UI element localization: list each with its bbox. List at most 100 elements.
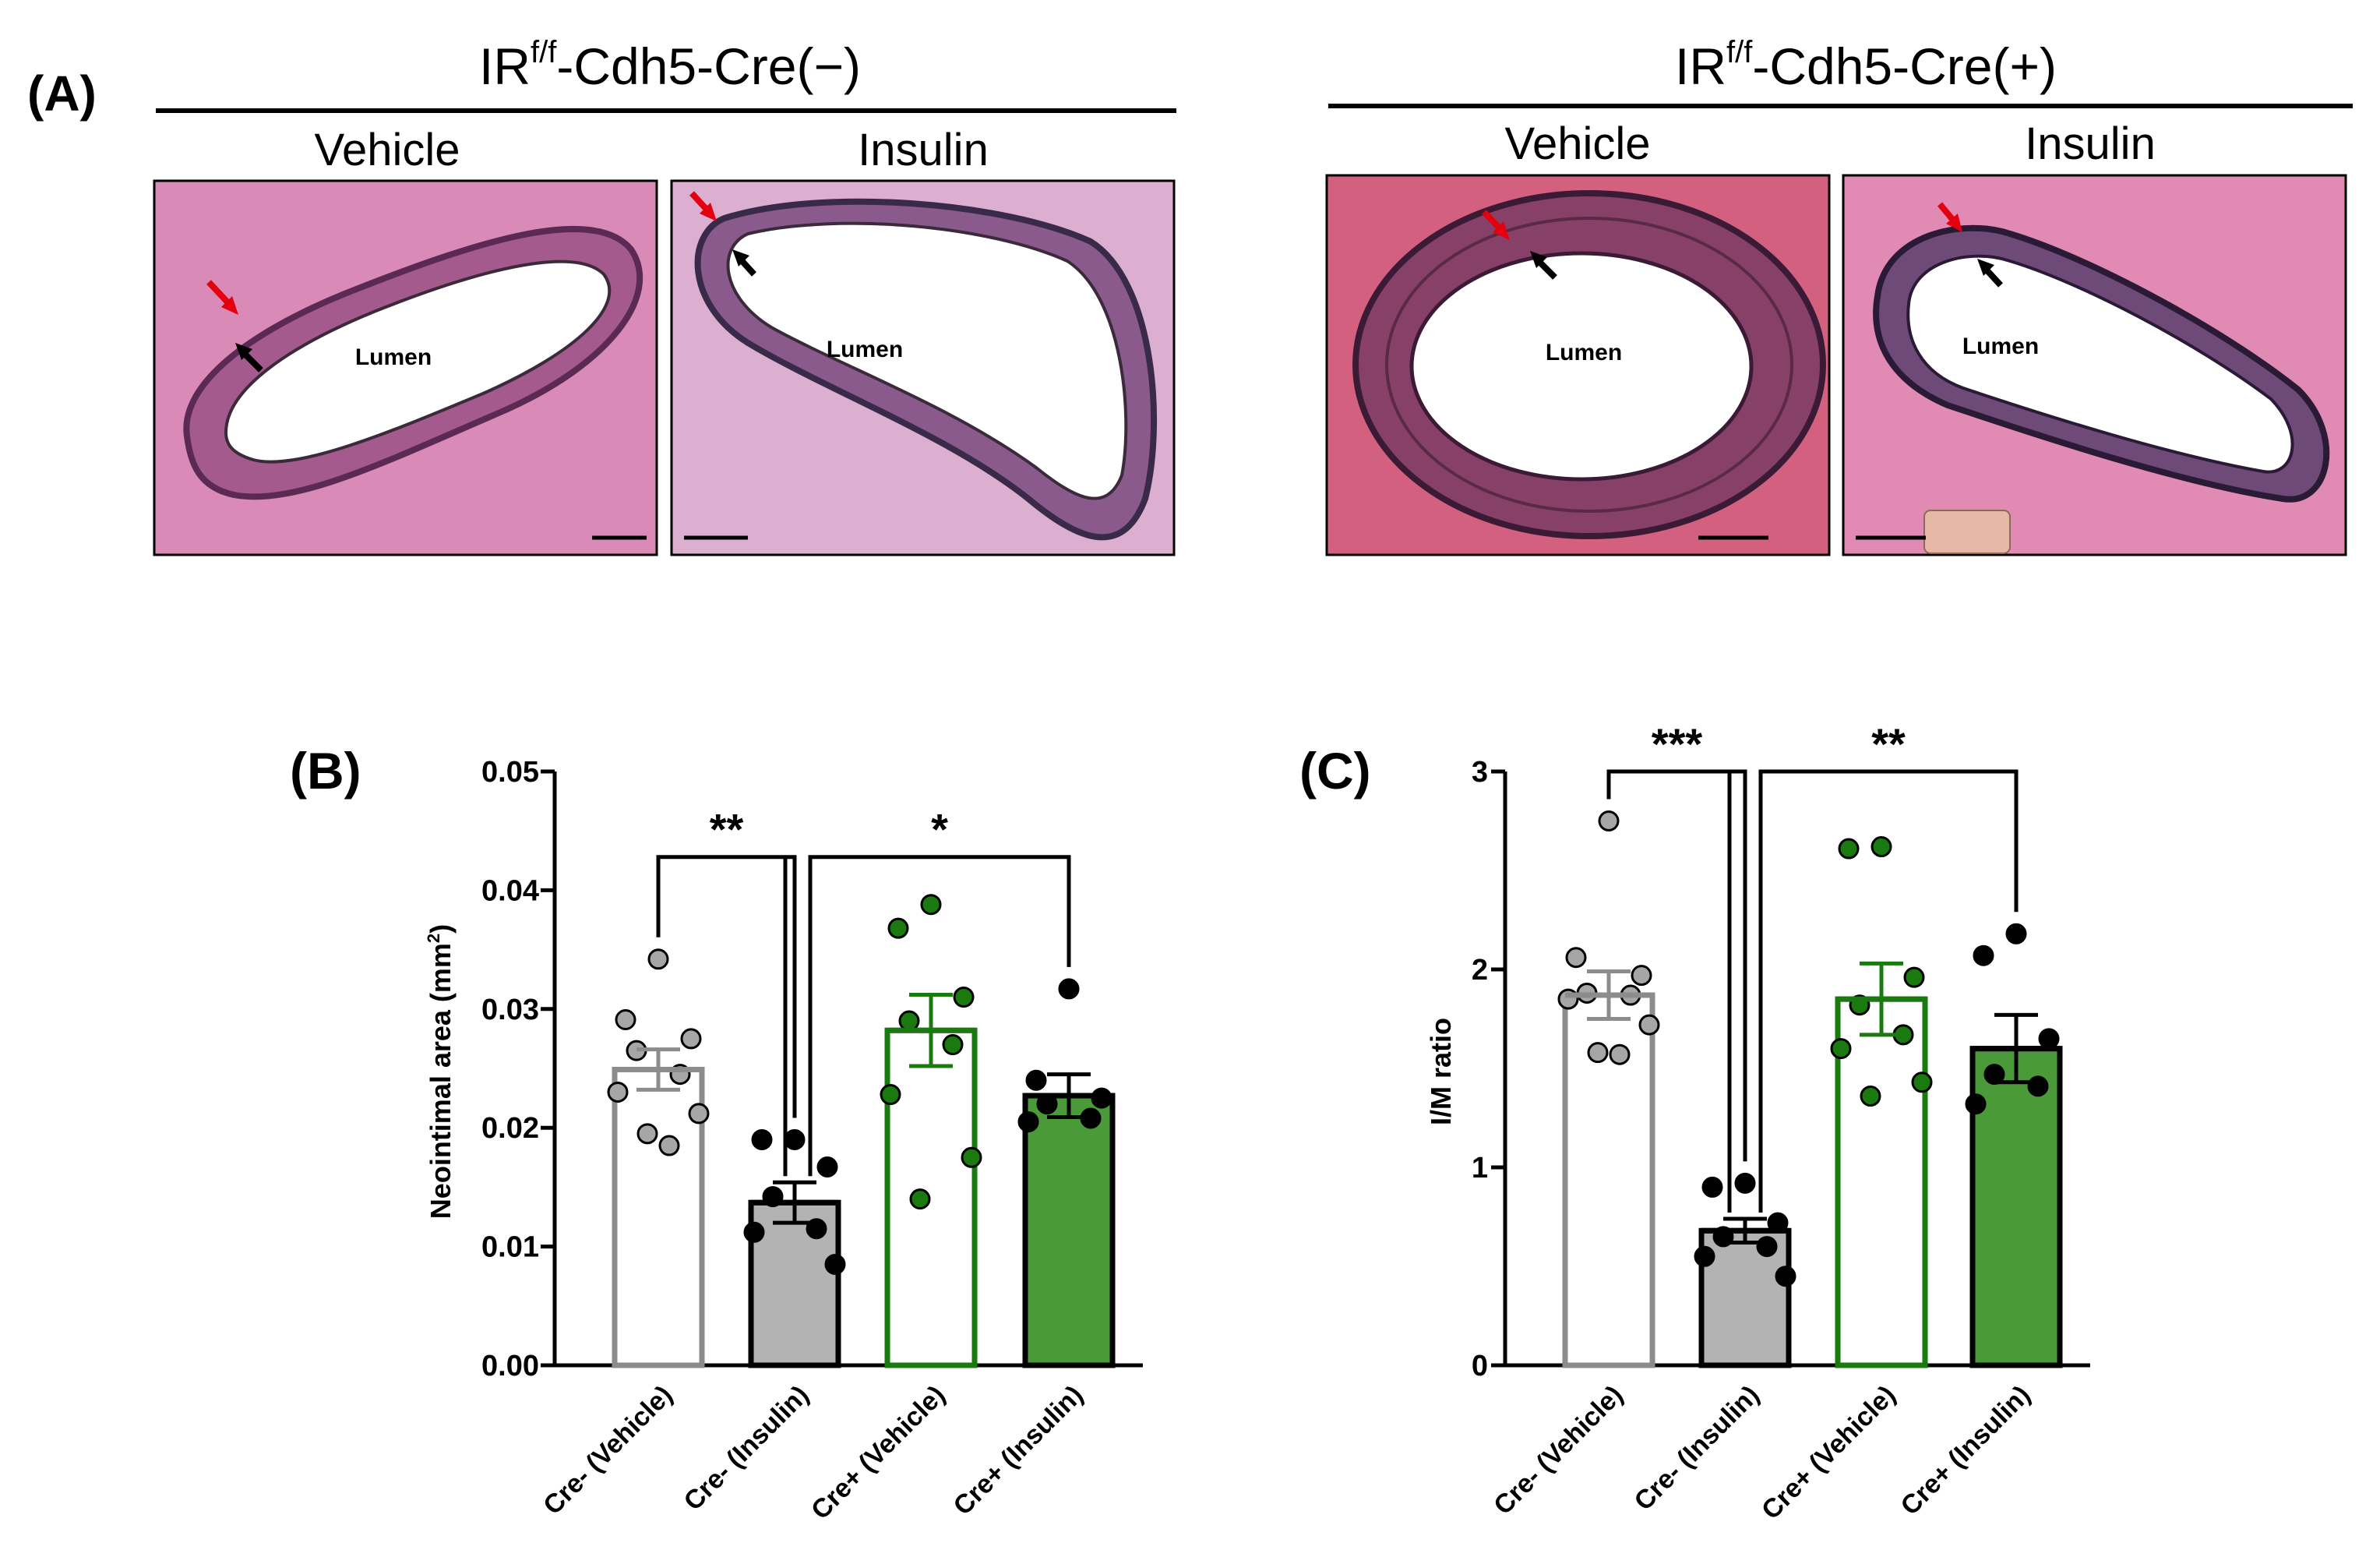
chart-c-point bbox=[2005, 923, 2027, 944]
chart-c-point bbox=[1860, 1086, 1881, 1107]
chart-b-point bbox=[607, 1081, 629, 1103]
chart-c-significance-label: *** bbox=[1652, 719, 1703, 768]
chart-b-point bbox=[1017, 1111, 1039, 1133]
chart-c-category-label: Cre+ (Insulin) bbox=[1895, 1380, 2036, 1521]
image-2-label: Insulin bbox=[858, 125, 989, 175]
chart-b-point bbox=[920, 894, 942, 916]
chart-b-category-label: Cre+ (Vehicle) bbox=[806, 1380, 951, 1526]
chart-c-ytick-label: 3 bbox=[1472, 756, 1488, 789]
chart-b-point bbox=[898, 1010, 920, 1032]
lumen-label-4: Lumen bbox=[1962, 334, 2039, 359]
chart-b-category-label: Cre- (Vehicle) bbox=[538, 1380, 679, 1521]
chart-b-point bbox=[816, 1156, 838, 1177]
chart-c-bar bbox=[1835, 996, 1928, 1368]
chart-c-panel-label: (C) bbox=[1299, 742, 1371, 800]
chart-b-point bbox=[636, 1123, 658, 1145]
chart-b-point bbox=[688, 1103, 710, 1124]
panel-a-label: (A) bbox=[27, 65, 97, 122]
chart-b-significance-label: ** bbox=[710, 805, 744, 854]
chart-b-point bbox=[880, 1084, 901, 1106]
chart-c-point bbox=[1965, 1093, 1987, 1115]
chart-b-ytick-label: 0.04 bbox=[481, 874, 539, 907]
chart-b-point bbox=[1058, 978, 1080, 1000]
image-3-label: Vehicle bbox=[1504, 118, 1650, 169]
chart-c-category-label: Cre- (Insulin) bbox=[1629, 1380, 1765, 1516]
chart-c-point bbox=[1701, 1176, 1723, 1198]
chart-b-point bbox=[784, 1128, 806, 1150]
chart-c-plot: 0 1 2 3 Cre- (Vehicle) Cre- (Insulin)Cre+ (Ve… bbox=[1472, 719, 2090, 1525]
chart-c-point bbox=[1631, 965, 1652, 987]
chart-c-point bbox=[1911, 1072, 1933, 1093]
chart-c-bar bbox=[1969, 1046, 2063, 1368]
chart-c-point bbox=[1587, 1042, 1609, 1064]
chart-b-point bbox=[658, 1135, 680, 1156]
chart-c-point bbox=[1694, 1245, 1715, 1267]
chart-b-category-label: Cre+ (Insulin) bbox=[947, 1380, 1088, 1521]
group-1-title: IRf/f-Cdh5-Cre(−) bbox=[479, 35, 861, 95]
chart-c-category-label: Cre+ (Vehicle) bbox=[1756, 1380, 1902, 1526]
micrograph-1: Lumen bbox=[153, 179, 658, 556]
chart-c-point bbox=[1775, 1266, 1796, 1287]
chart-c-point bbox=[1838, 838, 1860, 860]
chart-c-point bbox=[1609, 1043, 1631, 1065]
chart-c-point bbox=[1734, 1172, 1756, 1194]
chart-c-bar bbox=[1562, 992, 1655, 1368]
chart-b-point bbox=[887, 917, 909, 939]
chart-b-ytick-label: 0.05 bbox=[481, 756, 539, 789]
micrograph-2: Lumen bbox=[670, 179, 1176, 556]
chart-c-point bbox=[1598, 810, 1620, 831]
chart-b-ytick-label: 0.01 bbox=[481, 1231, 539, 1264]
chart-b-ytick-label: 0.00 bbox=[481, 1350, 539, 1382]
chart-c-significance-label: ** bbox=[1871, 719, 1906, 768]
chart-c-point bbox=[1830, 1038, 1852, 1060]
chart-c-point bbox=[1565, 947, 1587, 969]
chart-c-point bbox=[2038, 1028, 2060, 1050]
chart-b-point bbox=[680, 1028, 702, 1050]
chart-b-category-label: Cre- (Insulin) bbox=[679, 1380, 815, 1516]
chart-c-category-label: Cre- (Vehicle) bbox=[1488, 1380, 1629, 1521]
chart-c-ylabel: I/M ratio bbox=[1425, 1018, 1457, 1125]
chart-c-point bbox=[2027, 1075, 2049, 1097]
chart-b-significance-bracket bbox=[656, 855, 797, 1118]
chart-b-point bbox=[647, 948, 669, 970]
chart-c-point bbox=[1756, 1236, 1778, 1258]
chart-c-ytick-label: 2 bbox=[1472, 954, 1488, 987]
chart-c-point bbox=[1638, 1014, 1660, 1036]
group-2-title: IRf/f-Cdh5-Cre(+) bbox=[1675, 35, 2057, 95]
chart-b-point bbox=[615, 1009, 636, 1031]
chart-b-bar bbox=[1022, 1093, 1116, 1368]
chart-b-significance-bracket bbox=[808, 855, 1071, 1177]
micrograph-3: Lumen bbox=[1325, 174, 1831, 556]
image-4-label: Insulin bbox=[2025, 118, 2156, 169]
chart-c-ytick-label: 1 bbox=[1472, 1152, 1488, 1185]
chart-b-bar bbox=[884, 1027, 978, 1368]
lumen-label-1: Lumen bbox=[355, 344, 432, 370]
chart-c-ytick-label: 0 bbox=[1472, 1350, 1488, 1382]
chart-b-point bbox=[961, 1146, 982, 1168]
chart-c-point bbox=[1903, 966, 1925, 988]
chart-c-point bbox=[1871, 836, 1892, 858]
lumen-label-3: Lumen bbox=[1546, 340, 1622, 365]
panel-a: (A) IRf/f-Cdh5-Cre(−) IRf/f-Cdh5-Cre(+) … bbox=[27, 35, 2353, 556]
chart-c-point bbox=[1973, 944, 1994, 966]
chart-c-significance-bracket bbox=[1758, 769, 2019, 1213]
chart-b-point bbox=[743, 1221, 765, 1243]
chart-b-ylabel: Neointimal area (mm2) bbox=[424, 924, 457, 1219]
chart-b-point bbox=[942, 1034, 964, 1056]
lumen-label-2: Lumen bbox=[827, 337, 903, 362]
chart-b-significance-label: * bbox=[931, 805, 948, 854]
chart-b-point bbox=[751, 1128, 773, 1150]
chart-b-ytick-label: 0.03 bbox=[481, 994, 539, 1026]
chart-b-point bbox=[953, 987, 975, 1008]
chart-b-point bbox=[1025, 1069, 1047, 1091]
chart-b-bar bbox=[612, 1067, 705, 1368]
chart-b-ytick-label: 0.02 bbox=[481, 1112, 539, 1145]
chart-c-significance-bracket bbox=[1606, 769, 1747, 1162]
micrograph-4: Lumen bbox=[1842, 174, 2347, 556]
image-1-label: Vehicle bbox=[314, 125, 460, 175]
chart-c: (C) I/M ratio 0 1 2 3 Cre- (Vehicle) Cre- (In… bbox=[1299, 719, 2090, 1525]
chart-b-point bbox=[824, 1253, 846, 1275]
chart-b-point bbox=[909, 1188, 931, 1210]
